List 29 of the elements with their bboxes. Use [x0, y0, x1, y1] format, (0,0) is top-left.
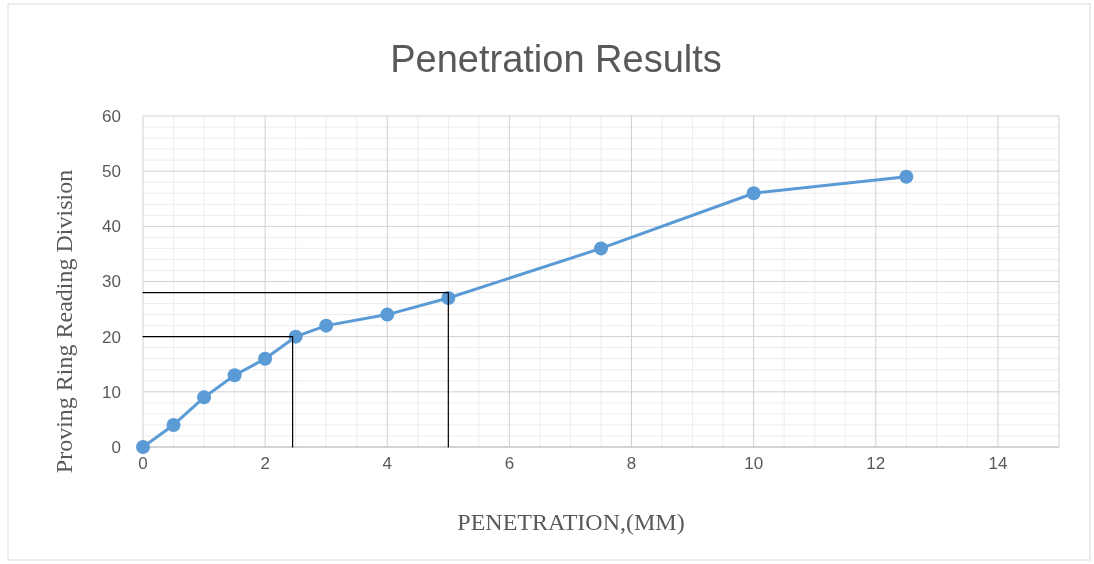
y-tick-label: 30 [102, 272, 121, 292]
y-tick-label: 20 [102, 327, 121, 347]
point [380, 307, 395, 322]
y-axis-title: Proving Ring Reading Division [51, 169, 77, 474]
y-tick-label: 50 [102, 162, 121, 182]
x-tick-label: 14 [988, 454, 1008, 474]
point [258, 351, 273, 366]
x-tick-label: 10 [744, 454, 764, 474]
point [746, 186, 761, 201]
y-tick-label: 0 [111, 437, 121, 457]
y-tick-label: 40 [102, 217, 121, 237]
x-tick-label: 12 [866, 454, 886, 474]
point [594, 241, 608, 256]
point [319, 318, 334, 333]
point [166, 417, 181, 432]
x-axis-title: PENETRATION,(MM) [457, 509, 685, 535]
y-tick-label: 10 [102, 382, 121, 402]
x-tick-label: 0 [138, 454, 148, 474]
chart-title: Penetration Results [390, 38, 722, 80]
point [899, 169, 914, 184]
x-tick-label: 4 [382, 454, 392, 474]
x-tick-label: 2 [260, 454, 270, 474]
x-tick-label: 8 [626, 454, 637, 474]
point [227, 368, 242, 383]
point [136, 440, 150, 454]
point [288, 329, 303, 344]
x-tick-label: 6 [504, 454, 515, 474]
y-tick-label: 60 [102, 106, 121, 126]
point [197, 390, 212, 405]
